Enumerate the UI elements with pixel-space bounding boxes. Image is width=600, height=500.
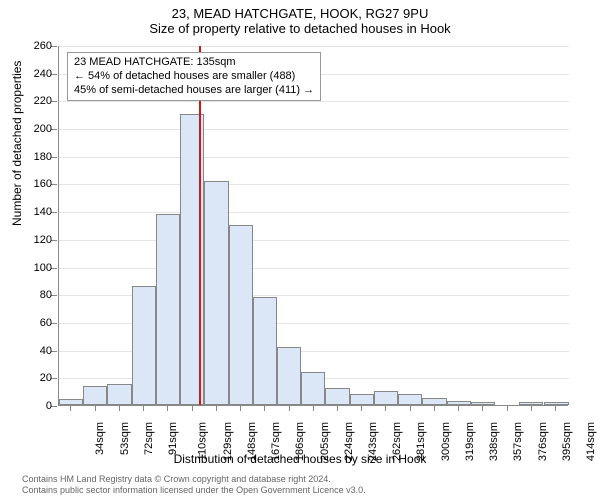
annotation-line: 45% of semi-detached houses are larger (… xyxy=(74,84,314,98)
histogram-bar xyxy=(350,394,374,405)
x-tick-label: 34sqm xyxy=(95,422,107,455)
y-tick-label: 100 xyxy=(34,262,52,274)
x-tick xyxy=(167,405,168,411)
x-tick xyxy=(143,405,144,411)
x-tick xyxy=(240,405,241,411)
gridline xyxy=(59,129,569,130)
y-tick-label: 120 xyxy=(34,234,52,246)
annotation-line: ← 54% of detached houses are smaller (48… xyxy=(74,70,314,84)
histogram-bar xyxy=(398,394,422,405)
footer-line: Contains public sector information licen… xyxy=(22,485,366,496)
gridline xyxy=(59,212,569,213)
histogram-bar xyxy=(253,297,277,405)
y-tick-label: 240 xyxy=(34,68,52,80)
y-tick-label: 140 xyxy=(34,206,52,218)
x-tick xyxy=(192,405,193,411)
x-tick xyxy=(482,405,483,411)
x-tick xyxy=(70,405,71,411)
footer-credits: Contains HM Land Registry data © Crown c… xyxy=(22,474,366,496)
histogram-bar xyxy=(374,391,398,405)
gridline xyxy=(59,157,569,158)
y-tick-label: 20 xyxy=(40,372,52,384)
footer-line: Contains HM Land Registry data © Crown c… xyxy=(22,474,366,485)
x-tick xyxy=(385,405,386,411)
page-subtitle: Size of property relative to detached ho… xyxy=(0,21,600,36)
y-tick-label: 180 xyxy=(34,151,52,163)
histogram-bar xyxy=(132,286,156,405)
x-tick xyxy=(216,405,217,411)
histogram-chart: 02040608010012014016018020022024026034sq… xyxy=(58,46,568,406)
histogram-bar xyxy=(325,388,349,405)
x-tick xyxy=(434,405,435,411)
x-tick xyxy=(119,405,120,411)
histogram-bar xyxy=(422,398,446,405)
x-tick xyxy=(289,405,290,411)
y-tick-label: 60 xyxy=(40,317,52,329)
x-tick xyxy=(507,405,508,411)
annotation-line: 23 MEAD HATCHGATE: 135sqm xyxy=(74,56,314,70)
x-tick xyxy=(313,405,314,411)
histogram-bar xyxy=(83,386,107,405)
x-tick xyxy=(555,405,556,411)
x-tick xyxy=(458,405,459,411)
page-title: 23, MEAD HATCHGATE, HOOK, RG27 9PU xyxy=(0,6,600,21)
y-tick-label: 80 xyxy=(40,289,52,301)
histogram-bar xyxy=(107,384,131,405)
y-tick-label: 220 xyxy=(34,95,52,107)
histogram-bar xyxy=(544,402,570,405)
x-tick xyxy=(410,405,411,411)
x-tick-label: 91sqm xyxy=(167,422,179,455)
y-axis-label: Number of detached properties xyxy=(10,61,24,226)
histogram-bar xyxy=(156,214,180,405)
x-tick xyxy=(95,405,96,411)
x-tick xyxy=(361,405,362,411)
x-axis-label: Distribution of detached houses by size … xyxy=(0,452,600,466)
x-tick-label: 72sqm xyxy=(143,422,155,455)
y-tick-label: 0 xyxy=(46,400,52,412)
histogram-bar xyxy=(229,225,253,405)
x-tick xyxy=(531,405,532,411)
y-tick-label: 260 xyxy=(34,40,52,52)
y-tick-label: 160 xyxy=(34,178,52,190)
gridline xyxy=(59,240,569,241)
annotation-box: 23 MEAD HATCHGATE: 135sqm← 54% of detach… xyxy=(67,52,321,101)
histogram-bar xyxy=(204,181,228,405)
gridline xyxy=(59,101,569,102)
x-tick xyxy=(264,405,265,411)
histogram-bar xyxy=(277,347,301,405)
gridline xyxy=(59,184,569,185)
plot-area: 02040608010012014016018020022024026034sq… xyxy=(58,46,568,406)
y-tick-label: 40 xyxy=(40,345,52,357)
gridline xyxy=(59,46,569,47)
x-tick xyxy=(337,405,338,411)
y-tick-label: 200 xyxy=(34,123,52,135)
histogram-bar xyxy=(301,372,325,405)
x-tick-label: 53sqm xyxy=(119,422,131,455)
gridline xyxy=(59,268,569,269)
